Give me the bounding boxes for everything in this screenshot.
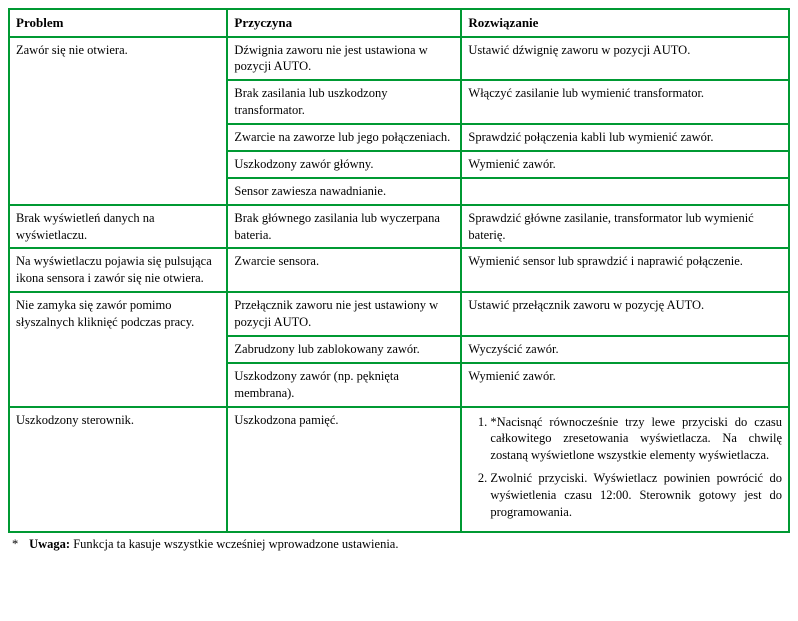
solution-step: Zwolnić przyciski. Wyświetlacz powinien … bbox=[490, 470, 782, 521]
cell-problem: Brak wyświetleń danych na wyświetlaczu. bbox=[9, 205, 227, 249]
footnote: * Uwaga: Funkcja ta kasuje wszystkie wcz… bbox=[8, 537, 790, 552]
cell-cause: Przełącznik zaworu nie jest ustawiony w … bbox=[227, 292, 461, 336]
cell-cause: Zwarcie na zaworze lub jego połączeniach… bbox=[227, 124, 461, 151]
header-problem: Problem bbox=[9, 9, 227, 37]
table-row: Zawór się nie otwiera. Dźwignia zaworu n… bbox=[9, 37, 789, 81]
cell-solution: Wyczyścić zawór. bbox=[461, 336, 789, 363]
cell-solution: Wymienić zawór. bbox=[461, 151, 789, 178]
cell-solution: Wymienić sensor lub sprawdzić i naprawić… bbox=[461, 248, 789, 292]
header-solution: Rozwiązanie bbox=[461, 9, 789, 37]
table-row: Brak wyświetleń danych na wyświetlaczu. … bbox=[9, 205, 789, 249]
cell-solution: Sprawdzić główne zasilanie, transformato… bbox=[461, 205, 789, 249]
footnote-text: Funkcja ta kasuje wszystkie wcześniej wp… bbox=[70, 537, 398, 551]
cell-problem: Uszkodzony sterownik. bbox=[9, 407, 227, 532]
troubleshooting-table: Problem Przyczyna Rozwiązanie Zawór się … bbox=[8, 8, 790, 533]
cell-solution: *Nacisnąć równocześnie trzy lewe przycis… bbox=[461, 407, 789, 532]
cell-solution: Sprawdzić połączenia kabli lub wymienić … bbox=[461, 124, 789, 151]
cell-problem: Na wyświetlaczu pojawia się pulsująca ik… bbox=[9, 248, 227, 292]
cell-solution bbox=[461, 178, 789, 205]
cell-solution: Ustawić przełącznik zaworu w pozycję AUT… bbox=[461, 292, 789, 336]
cell-solution: Ustawić dźwignię zaworu w pozycji AUTO. bbox=[461, 37, 789, 81]
cell-cause: Zwarcie sensora. bbox=[227, 248, 461, 292]
table-header-row: Problem Przyczyna Rozwiązanie bbox=[9, 9, 789, 37]
cell-cause: Dźwignia zaworu nie jest ustawiona w poz… bbox=[227, 37, 461, 81]
cell-cause: Uszkodzony zawór główny. bbox=[227, 151, 461, 178]
cell-solution: Wymienić zawór. bbox=[461, 363, 789, 407]
footnote-label: Uwaga: bbox=[29, 537, 70, 551]
cell-cause: Uszkodzony zawór (np. pęknięta membrana)… bbox=[227, 363, 461, 407]
header-cause: Przyczyna bbox=[227, 9, 461, 37]
cell-problem: Zawór się nie otwiera. bbox=[9, 37, 227, 205]
table-row: Uszkodzony sterownik. Uszkodzona pamięć.… bbox=[9, 407, 789, 532]
table-row: Nie zamyka się zawór pomimo słyszalnych … bbox=[9, 292, 789, 336]
cell-cause: Uszkodzona pamięć. bbox=[227, 407, 461, 532]
cell-cause: Brak głównego zasilania lub wyczerpana b… bbox=[227, 205, 461, 249]
cell-cause: Zabrudzony lub zablokowany zawór. bbox=[227, 336, 461, 363]
solution-step: *Nacisnąć równocześnie trzy lewe przycis… bbox=[490, 414, 782, 465]
cell-solution: Włączyć zasilanie lub wymienić transform… bbox=[461, 80, 789, 124]
table-row: Na wyświetlaczu pojawia się pulsująca ik… bbox=[9, 248, 789, 292]
solution-steps-list: *Nacisnąć równocześnie trzy lewe przycis… bbox=[468, 414, 782, 521]
cell-problem: Nie zamyka się zawór pomimo słyszalnych … bbox=[9, 292, 227, 406]
footnote-star: * bbox=[12, 537, 26, 552]
cell-cause: Sensor zawiesza nawadnianie. bbox=[227, 178, 461, 205]
cell-cause: Brak zasilania lub uszkodzony transforma… bbox=[227, 80, 461, 124]
